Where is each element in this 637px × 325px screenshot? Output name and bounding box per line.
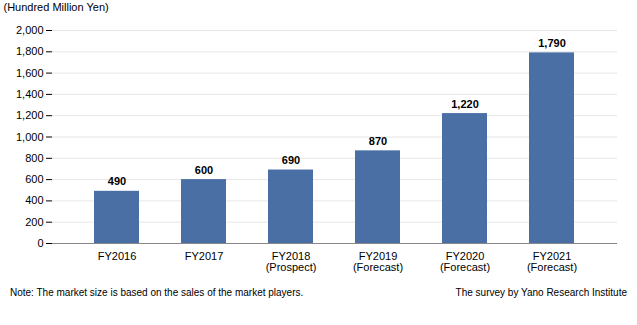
svg-text:800: 800	[25, 152, 43, 164]
svg-text:1,600: 1,600	[16, 67, 44, 79]
svg-text:1,220: 1,220	[451, 98, 479, 110]
svg-text:1,000: 1,000	[16, 131, 44, 143]
svg-text:1,400: 1,400	[16, 88, 44, 100]
html-text:The survey by Yano Research In: The survey by Yano Research Institute	[455, 287, 627, 298]
svg-text:490: 490	[108, 175, 126, 187]
svg-text:600: 600	[25, 173, 43, 185]
svg-text:FY2020(Forecast): FY2020(Forecast)	[440, 250, 490, 273]
svg-text:200: 200	[25, 216, 43, 228]
svg-text:600: 600	[195, 164, 213, 176]
svg-text:1,790: 1,790	[538, 37, 566, 49]
svg-text:690: 690	[282, 154, 300, 166]
svg-text:2,000: 2,000	[16, 24, 44, 36]
svg-text:FY2021(Forecast): FY2021(Forecast)	[527, 250, 577, 273]
svg-text:FY2018(Prospect): FY2018(Prospect)	[266, 250, 317, 273]
svg-text:1,200: 1,200	[16, 109, 44, 121]
svg-text:(Hundred Million Yen): (Hundred Million Yen)	[4, 1, 109, 13]
html-text:Note: The market size is based: Note: The market size is based on the sa…	[10, 287, 304, 298]
svg-text:400: 400	[25, 194, 43, 206]
svg-text:0: 0	[37, 237, 43, 249]
svg-text:FY2017: FY2017	[185, 250, 224, 262]
svg-text:870: 870	[369, 135, 387, 147]
svg-text:1,800: 1,800	[16, 45, 44, 57]
svg-text:FY2016: FY2016	[98, 250, 137, 262]
svg-text:FY2019(Forecast): FY2019(Forecast)	[353, 250, 403, 273]
